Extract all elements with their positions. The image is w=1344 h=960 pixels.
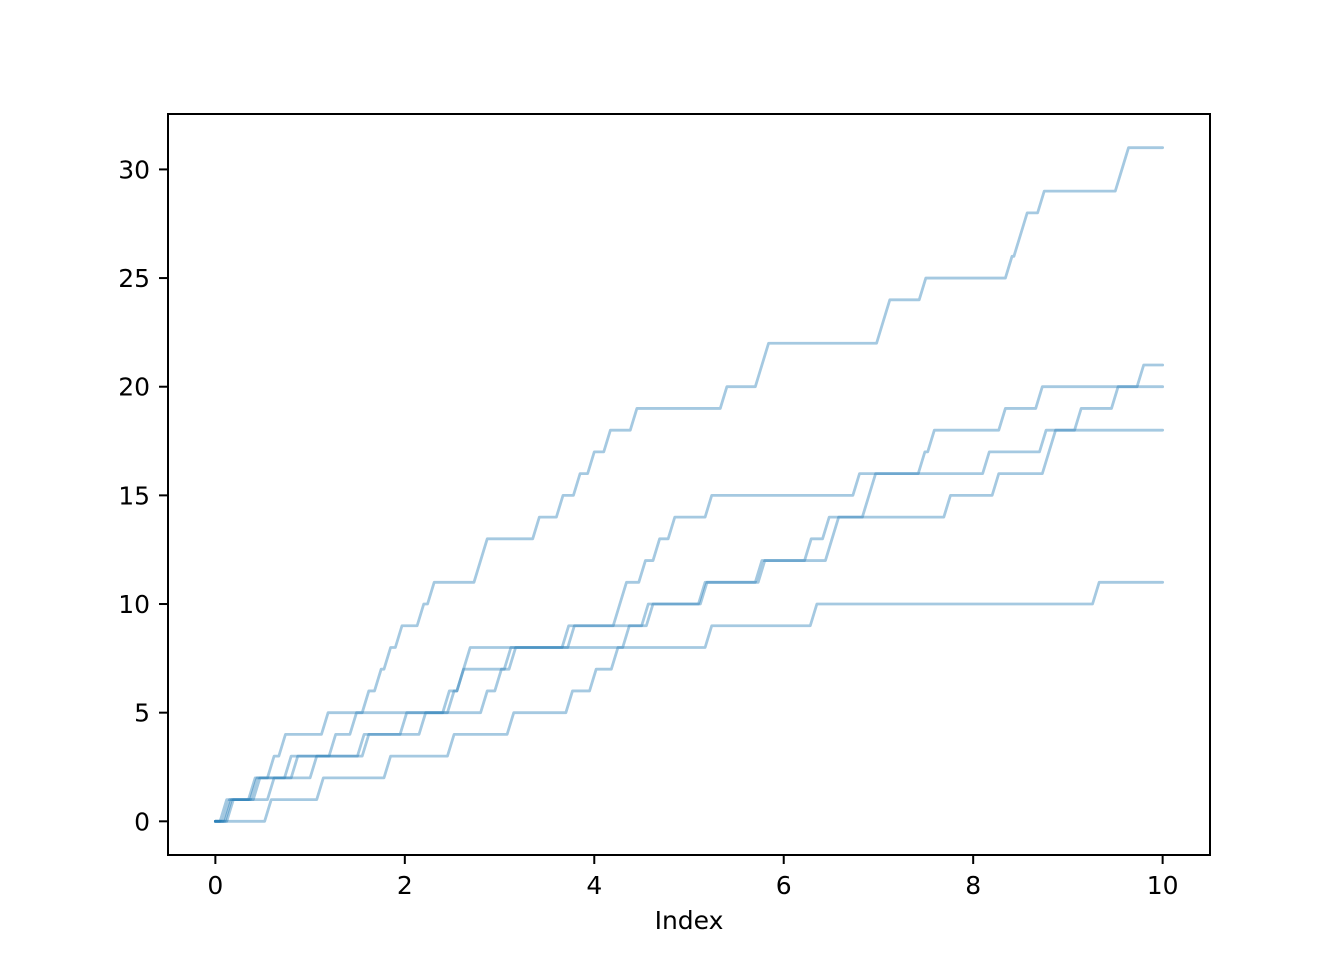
x-axis-tick-label: 8 <box>965 871 981 900</box>
x-axis-tick-label: 6 <box>776 871 792 900</box>
x-axis-tick-label: 10 <box>1147 871 1179 900</box>
x-axis-label: Index <box>655 906 724 935</box>
axes-layer: 0 2 4 6 8 10 0 5 10 15 20 25 30 <box>118 113 1211 900</box>
series-layer <box>213 146 1165 823</box>
y-axis-tick-label: 15 <box>118 481 150 510</box>
plot-spines <box>167 113 1211 856</box>
x-axis-tick-label: 4 <box>586 871 602 900</box>
y-axis-tick-label: 25 <box>118 264 150 293</box>
series-path-3 <box>213 385 1165 823</box>
y-axis-tick-label: 20 <box>118 373 150 402</box>
y-axis-tick-label: 10 <box>118 590 150 619</box>
series-path-5 <box>213 580 1165 823</box>
series-path-1 <box>213 146 1165 823</box>
x-axis-tick-label: 0 <box>207 871 223 900</box>
x-axis-tick-label: 2 <box>397 871 413 900</box>
series-path-4 <box>213 428 1165 823</box>
y-axis-tick-label: 30 <box>118 155 150 184</box>
y-axis-tick-label: 5 <box>134 699 150 728</box>
y-axis-tick-label: 0 <box>134 807 150 836</box>
series-path-2 <box>213 363 1165 823</box>
